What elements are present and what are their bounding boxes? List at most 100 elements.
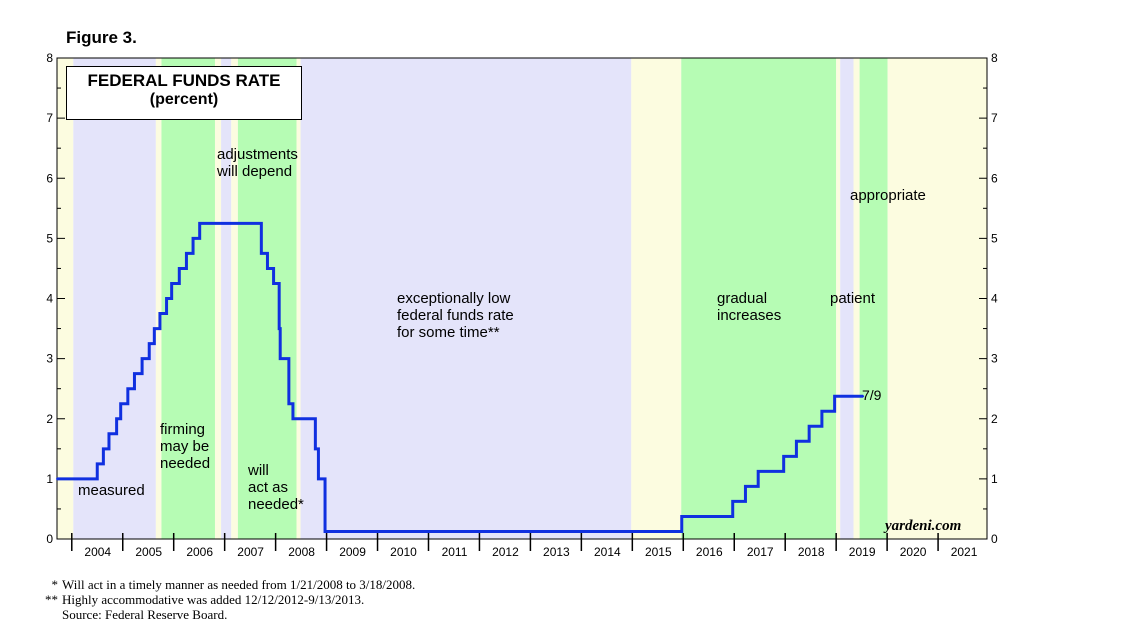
annotation-line: will: [248, 462, 269, 479]
regime-band: [231, 58, 238, 539]
rate-point: [126, 387, 129, 390]
x-tick-label: 2016: [696, 545, 723, 559]
footnote-text: Highly accommodative was added 12/12/201…: [62, 592, 365, 607]
annotation-appropriate: appropriate: [850, 187, 926, 204]
annotation-line: measured: [78, 482, 145, 499]
rate-point: [782, 455, 785, 458]
y-axis-right: 0 1 2 3 4 5 6 7 8: [991, 51, 998, 546]
rate-series-line: [57, 221, 864, 533]
rate-point: [314, 447, 317, 450]
annotation-line: firming: [160, 421, 206, 438]
rate-point: [153, 327, 156, 330]
rate-point: [178, 267, 181, 270]
rate-point: [158, 312, 161, 315]
regime-band: [859, 58, 888, 539]
rate-point: [820, 410, 823, 413]
chart-title-box: FEDERAL FUNDS RATE (percent): [66, 66, 302, 120]
regime-band: [296, 58, 301, 539]
x-tick-label: 2012: [492, 545, 519, 559]
rate-point: [278, 327, 281, 330]
end-date-label: 7/9: [862, 387, 882, 403]
x-tick-label: 2011: [442, 545, 468, 559]
regime-band: [681, 58, 837, 539]
rate-point: [165, 297, 168, 300]
rate-point: [115, 417, 118, 420]
rate-point: [185, 252, 188, 255]
rate-point: [141, 357, 144, 360]
x-tick-label: 2018: [798, 545, 825, 559]
regime-band: [221, 58, 232, 539]
rate-point: [119, 402, 122, 405]
x-axis: 2004 2005 2006 2007 2008 2009 2010 2011 2012 2013…: [84, 545, 977, 559]
footnote-1: * Will act in a timely manner as needed f…: [34, 577, 416, 592]
rate-point: [291, 417, 294, 420]
regime-band: [237, 58, 297, 539]
rate-point: [324, 530, 327, 533]
figure-label: Figure 3.: [66, 28, 137, 47]
regime-bands: [57, 58, 987, 539]
annotation-line: adjustments: [217, 146, 298, 163]
rate-point: [744, 485, 747, 488]
annotation-firming: firming may be needed: [160, 421, 210, 472]
annotation-line: patient: [830, 290, 876, 307]
annotation-line: appropriate: [850, 187, 926, 204]
x-tick-label: 2019: [849, 545, 876, 559]
y-tick-label-right: 2: [991, 412, 998, 426]
rate-point: [680, 515, 683, 518]
chart-title: FEDERAL FUNDS RATE: [87, 71, 281, 90]
x-tick-label: 2010: [390, 545, 417, 559]
footnote-mark: **: [45, 592, 58, 607]
annotation-line: may be: [160, 438, 210, 455]
y-tick-label-left: 1: [46, 472, 53, 486]
x-tick-label: 2004: [84, 545, 111, 559]
rate-point: [287, 402, 290, 405]
plot-frame: [56, 57, 988, 540]
y-tick-label-right: 5: [991, 231, 998, 245]
y-tick-label-left: 2: [46, 412, 53, 426]
regime-band: [631, 58, 682, 539]
y-tick-label-right: 3: [991, 352, 998, 366]
annotation-line: for some time**: [397, 324, 500, 341]
annotation-line: will depend: [217, 163, 293, 180]
annotation-exceptionally-low: exceptionally low federal funds rate for…: [397, 290, 514, 341]
x-tick-label: 2007: [237, 545, 264, 559]
y-tick-label-right: 0: [991, 532, 998, 546]
x-tick-label: 2009: [339, 545, 366, 559]
regime-band: [155, 58, 162, 539]
x-tick-label: 2005: [135, 545, 162, 559]
y-axis-left: 0 1 2 3 4 5 6 7 8: [46, 51, 53, 546]
y-tick-label-left: 5: [46, 231, 53, 245]
y-tick-label-left: 0: [46, 532, 53, 546]
rate-point: [192, 237, 195, 240]
annotation-line: needed: [160, 455, 211, 472]
regime-band: [840, 58, 854, 539]
x-tick-label: 2017: [747, 545, 774, 559]
x-tick-label: 2014: [594, 545, 621, 559]
rate-point: [170, 282, 173, 285]
annotation-line: act as: [248, 479, 289, 496]
rate-point: [279, 357, 282, 360]
rate-point: [148, 342, 151, 345]
annotation-line: increases: [717, 307, 782, 324]
x-tick-label: 2021: [951, 545, 978, 559]
annotation-adjustments: adjustments will depend: [217, 146, 298, 180]
y-tick-label-left: 6: [46, 171, 53, 185]
rate-point: [56, 477, 58, 480]
rate-point: [272, 282, 275, 285]
x-tick-label: 2015: [645, 545, 672, 559]
annotation-line: needed*: [248, 496, 304, 513]
regime-band: [214, 58, 222, 539]
rate-point: [102, 447, 105, 450]
rate-point: [96, 462, 99, 465]
annotation-line: exceptionally low: [397, 290, 511, 307]
footnote-mark: *: [51, 577, 59, 592]
rate-point: [795, 440, 798, 443]
rate-point: [757, 470, 760, 473]
annotation-line: federal funds rate: [397, 307, 514, 324]
annotation-measured: measured: [78, 482, 145, 499]
x-tick-label: 2008: [288, 545, 315, 559]
rate-point: [808, 425, 811, 428]
x-tick-label: 2013: [543, 545, 570, 559]
regime-band: [836, 58, 841, 539]
